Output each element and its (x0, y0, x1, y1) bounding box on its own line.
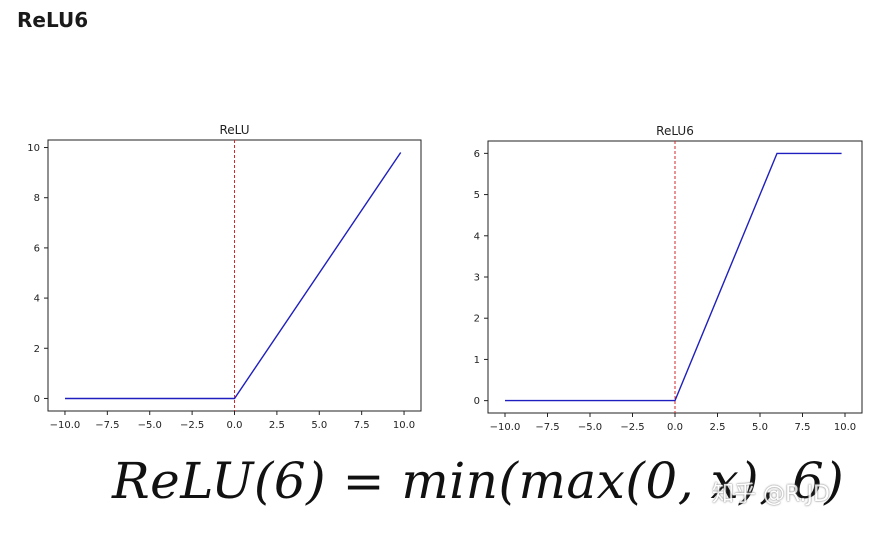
y-tick-label: 6 (34, 243, 40, 254)
series-line (505, 152, 842, 402)
chart-title: ReLU (219, 123, 249, 137)
y-tick-label: 2 (474, 314, 480, 325)
x-tick-label: 5.0 (311, 420, 327, 431)
series-line (65, 152, 402, 400)
y-tick-label: 1 (474, 355, 480, 366)
y-tick-label: 4 (34, 294, 40, 305)
y-tick-label: 0 (474, 396, 480, 407)
y-tick-label: 8 (34, 193, 40, 204)
x-tick-label: 2.5 (269, 420, 285, 431)
x-tick-label: 0.0 (227, 420, 243, 431)
y-tick-label: 10 (27, 143, 40, 154)
watermark: 知乎 @R.JD (712, 482, 830, 507)
x-tick-label: −2.5 (620, 422, 644, 433)
relu6-chart: ReLU6 −10.0 −7.5 −5.0 −2.5 0.0 2.5 5.0 7.5 10.0 0 1… (474, 124, 863, 433)
x-tick-label: 7.5 (795, 422, 811, 433)
x-tick-label: −7.5 (95, 420, 119, 431)
x-tick-label: 2.5 (710, 422, 726, 433)
x-tick-label: −7.5 (535, 422, 559, 433)
chart-title: ReLU6 (656, 124, 694, 138)
x-tick-label: 10.0 (834, 422, 856, 433)
y-tick-label: 3 (474, 273, 480, 284)
x-tick-label: 10.0 (393, 420, 415, 431)
x-tick-label: 5.0 (752, 422, 768, 433)
x-tick-label: 7.5 (354, 420, 370, 431)
y-tick-label: 2 (34, 344, 40, 355)
formula: ReLU(6) = min(max(0, x), 6) (112, 452, 845, 510)
x-tick-label: −5.0 (578, 422, 602, 433)
y-tick-label: 6 (474, 149, 480, 160)
y-tick-label: 0 (34, 394, 40, 405)
page-heading: ReLU6 (17, 8, 89, 32)
x-tick-label: −5.0 (138, 420, 162, 431)
x-tick-label: 0.0 (667, 422, 683, 433)
y-tick-label: 5 (474, 190, 480, 201)
x-tick-label: −10.0 (50, 420, 81, 431)
relu-chart: ReLU −10.0 −7.5 −5.0 −2.5 0.0 2.5 5.0 7.5 10.0 0 2 4… (27, 123, 422, 431)
x-tick-label: −2.5 (180, 420, 204, 431)
x-tick-label: −10.0 (490, 422, 521, 433)
y-tick-label: 4 (474, 231, 480, 242)
